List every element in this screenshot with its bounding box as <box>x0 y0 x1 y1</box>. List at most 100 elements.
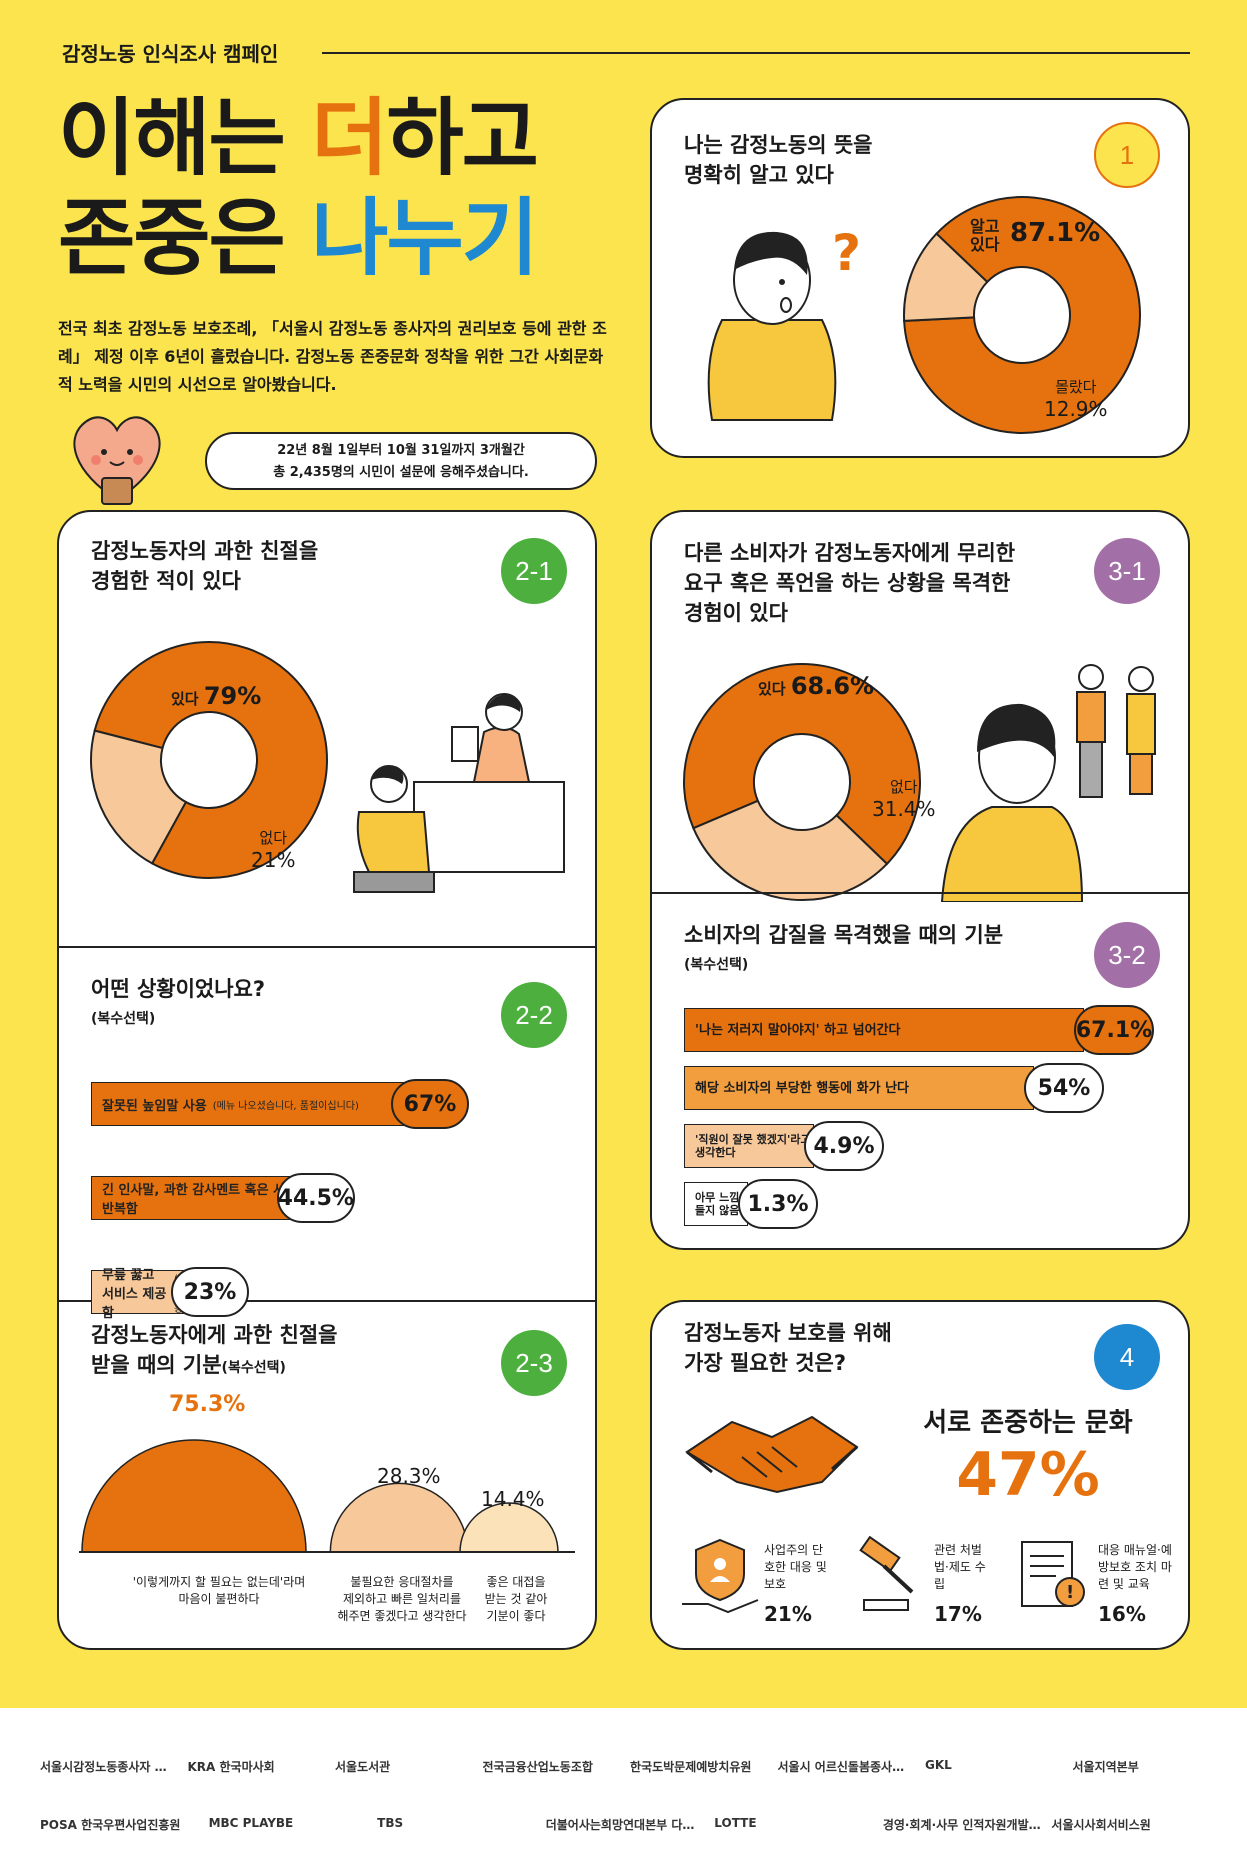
q22-pct-pill-1: 67% <box>391 1079 469 1129</box>
partner-logo: 서울지역본부 <box>1072 1760 1139 1774</box>
partner-logo: 서울시감정노동종사자 권리보호센터 <box>40 1760 178 1774</box>
q23-pct-3: 14.4% <box>481 1487 545 1511</box>
q21-illustration <box>353 693 565 893</box>
q32-badge: 3-2 <box>1094 922 1160 988</box>
q4-item-2-pct: 17% <box>934 1602 982 1626</box>
partner-logo: 전국금융산업노동조합 <box>482 1760 593 1774</box>
partner-logo: 서울시 어르신돌봄종사자 종합지원센터 <box>777 1760 916 1774</box>
q31-no-label: 없다 31.4% <box>872 778 936 821</box>
q31-slice-2 <box>692 799 889 901</box>
survey-info-bubble: 22년 8월 1일부터 10월 31일까지 3개월간 총 2,435명의 시민이… <box>205 432 597 490</box>
partner-logo: 서울시사회서비스원 <box>1051 1818 1151 1832</box>
q23-semicircles <box>79 1439 575 1553</box>
footer: 서울시감정노동종사자 권리보호센터 KRA 한국마사회 서울도서관 전국금융산업노동조… <box>0 1708 1247 1871</box>
q3-card: 다른 소비자가 감정노동자에게 무리한 요구 혹은 폭언을 하는 상황을 목격한 경… <box>650 510 1190 1250</box>
q23-semicircle-2 <box>329 1482 469 1553</box>
q32-bar-2: 해당 소비자의 부당한 행동에 화가 난다 <box>684 1066 1034 1110</box>
q22-title: 어떤 상황이었나요? (복수선택) <box>91 977 266 1027</box>
intro-text: 전국 최초 감정노동 보호조례, 「서울시 감정노동 종사자의 권리보호 등에 … <box>58 319 607 394</box>
q4-top-label: 서로 존중하는 문화 <box>923 1408 1133 1438</box>
q22-pct-pill-2: 44.5% <box>276 1173 355 1223</box>
q4-item-1-pct: 21% <box>764 1602 812 1626</box>
q32-pct-pill-1: 67.1% <box>1074 1005 1154 1055</box>
q23-semicircle-3 <box>459 1502 559 1553</box>
q21-no-label: 없다 21% <box>251 829 296 872</box>
q21-slice-2 <box>90 729 188 865</box>
q23-semicircle-1 <box>81 1439 307 1553</box>
handshake-icon <box>685 1415 859 1494</box>
q22-badge: 2-2 <box>501 982 567 1048</box>
heart-mascot <box>62 400 172 510</box>
q31-illustration <box>940 664 1156 902</box>
q22-bar-note: (메뉴 나오셨습니다, 품절이십니다) <box>212 1100 359 1112</box>
partner-logo: 더불어사는희망연대본부 다산콜센터지부 <box>545 1818 705 1832</box>
q23-label-3: 좋은 대접을 받는 것 같아 기분이 좋다 <box>484 1575 548 1623</box>
q21-title: 감정노동자의 과한 친절을 경험한 적이 있다 <box>91 539 319 593</box>
partner-logo: 한국도박문제예방치유원 <box>630 1760 752 1774</box>
q32-pct-pill-4: 1.3% <box>738 1179 818 1229</box>
q1-know-label: 알고 있다 <box>970 217 1000 254</box>
partner-logo: GKL <box>925 1758 952 1772</box>
q1-slice-2 <box>903 232 989 322</box>
partner-logo: LOTTE <box>714 1816 757 1830</box>
q1-dont-label: 몰랐다 12.9% <box>1044 378 1108 421</box>
q22-bar-label: 잘못된 높임말 사용 <box>102 1098 207 1114</box>
q2-card: 감정노동자의 과한 친절을 경험한 적이 있다 2-1 있다 79% 없다 21% … <box>57 510 597 1650</box>
partner-logo: 서울도서관 <box>335 1760 391 1774</box>
q21-badge: 2-1 <box>501 538 567 604</box>
svg-text:!: ! <box>1066 1582 1074 1603</box>
q4-card: 감정노동자 보호를 위해 가장 필요한 것은? 4 서로 존중하는 문화 47% … <box>650 1300 1190 1650</box>
q31-badge: 3-1 <box>1094 538 1160 604</box>
q22-bar-label: 무릎 꿇고 서비스 제공함 <box>102 1267 167 1321</box>
q4-item-2-label: 관련 처벌 법·제도 수립 <box>934 1543 986 1591</box>
q22-pct-pill-3: 23% <box>171 1267 249 1317</box>
q21-divider <box>59 946 595 948</box>
page-title: 이해는 더하고 존중은 나누기 <box>58 89 539 287</box>
q21-slice-1 <box>93 641 328 879</box>
q1-card: 나는 감정노동의 뜻을 명확히 알고 있다 1 ? 알고 있다 87.1% 몰랐다 … <box>650 98 1190 458</box>
q32-pct-pill-2: 54% <box>1024 1063 1104 1113</box>
partner-logo: 경영·회계·사무 인적자원개발위원회 <box>882 1818 1042 1832</box>
q32-bar-4: 아무 느낌 들지 않음 <box>684 1182 748 1226</box>
q23-label-1: '이렇게까지 할 필요는 없는데'라며 마음이 불편하다 <box>132 1575 306 1606</box>
q1-badge: 1 <box>1094 122 1160 188</box>
manual-warning-icon: ! <box>1021 1541 1085 1607</box>
shield-hand-icon <box>682 1538 759 1614</box>
q22-bar-1: 잘못된 높임말 사용 (메뉴 나오셨습니다, 품절이십니다) <box>91 1082 431 1126</box>
q23-title: 감정노동자에게 과한 친절을 받을 때의 기분(복수선택) <box>91 1323 338 1377</box>
q23-badge: 2-3 <box>501 1330 567 1396</box>
q4-title: 감정노동자 보호를 위해 가장 필요한 것은? <box>684 1321 892 1375</box>
q4-item-3-pct: 16% <box>1098 1602 1146 1626</box>
q4-item-3-label: 대응 매뉴얼·예방보호 조치 마련 및 교육 <box>1098 1543 1172 1591</box>
q4-item-1-label: 사업주의 단호한 대응 및 보호 <box>764 1543 827 1591</box>
q32-title: 소비자의 갑질을 목격했을 때의 기분 (복수선택) <box>684 923 1004 973</box>
q31-slice-1 <box>683 663 921 866</box>
q1-know-pct: 87.1% <box>1010 218 1101 248</box>
q32-bar-3: '직원이 잘못 했겠지'라고 생각한다 <box>684 1124 814 1168</box>
q1-donut <box>903 196 1141 434</box>
q4-top-pct: 47% <box>956 1440 1100 1510</box>
campaign-label: 감정노동 인식조사 캠페인 <box>62 42 279 66</box>
q1-title: 나는 감정노동의 뜻을 명확히 알고 있다 <box>684 133 873 187</box>
q23-pct-2: 28.3% <box>377 1464 441 1488</box>
svg-text:?: ? <box>832 224 861 282</box>
q23-pct-1: 75.3% <box>169 1392 246 1417</box>
q32-bar-1: '나는 저러지 말아야지' 하고 넘어간다 <box>684 1008 1084 1052</box>
partner-logo: POSA 한국우편사업진흥원 <box>40 1818 181 1832</box>
q21-donut <box>90 641 328 879</box>
q3-divider <box>652 892 1188 894</box>
q32-pct-pill-3: 4.9% <box>804 1121 884 1171</box>
gavel-icon <box>859 1535 914 1611</box>
q4-badge: 4 <box>1094 1324 1160 1390</box>
partner-logo: TBS <box>377 1816 404 1830</box>
q22-divider <box>59 1300 595 1302</box>
q21-yes-label: 있다 79% <box>171 682 262 710</box>
header-rule <box>322 52 1190 54</box>
q31-donut <box>683 663 921 901</box>
q22-bar-label: 긴 인사말, 과한 감사멘트 혹은 사과를 반복함 <box>102 1183 309 1217</box>
q23-label-2: 불필요한 응대절차를 제외하고 빠른 일처리를 해주면 좋겠다고 생각한다 <box>337 1575 467 1623</box>
q31-title: 다른 소비자가 감정노동자에게 무리한 요구 혹은 폭언을 하는 상황을 목격한 경… <box>684 541 1016 625</box>
partner-logo: MBC PLAYBE <box>208 1816 294 1830</box>
partner-logo: KRA 한국마사회 <box>187 1760 275 1774</box>
q1-slice-1 <box>903 196 1141 434</box>
